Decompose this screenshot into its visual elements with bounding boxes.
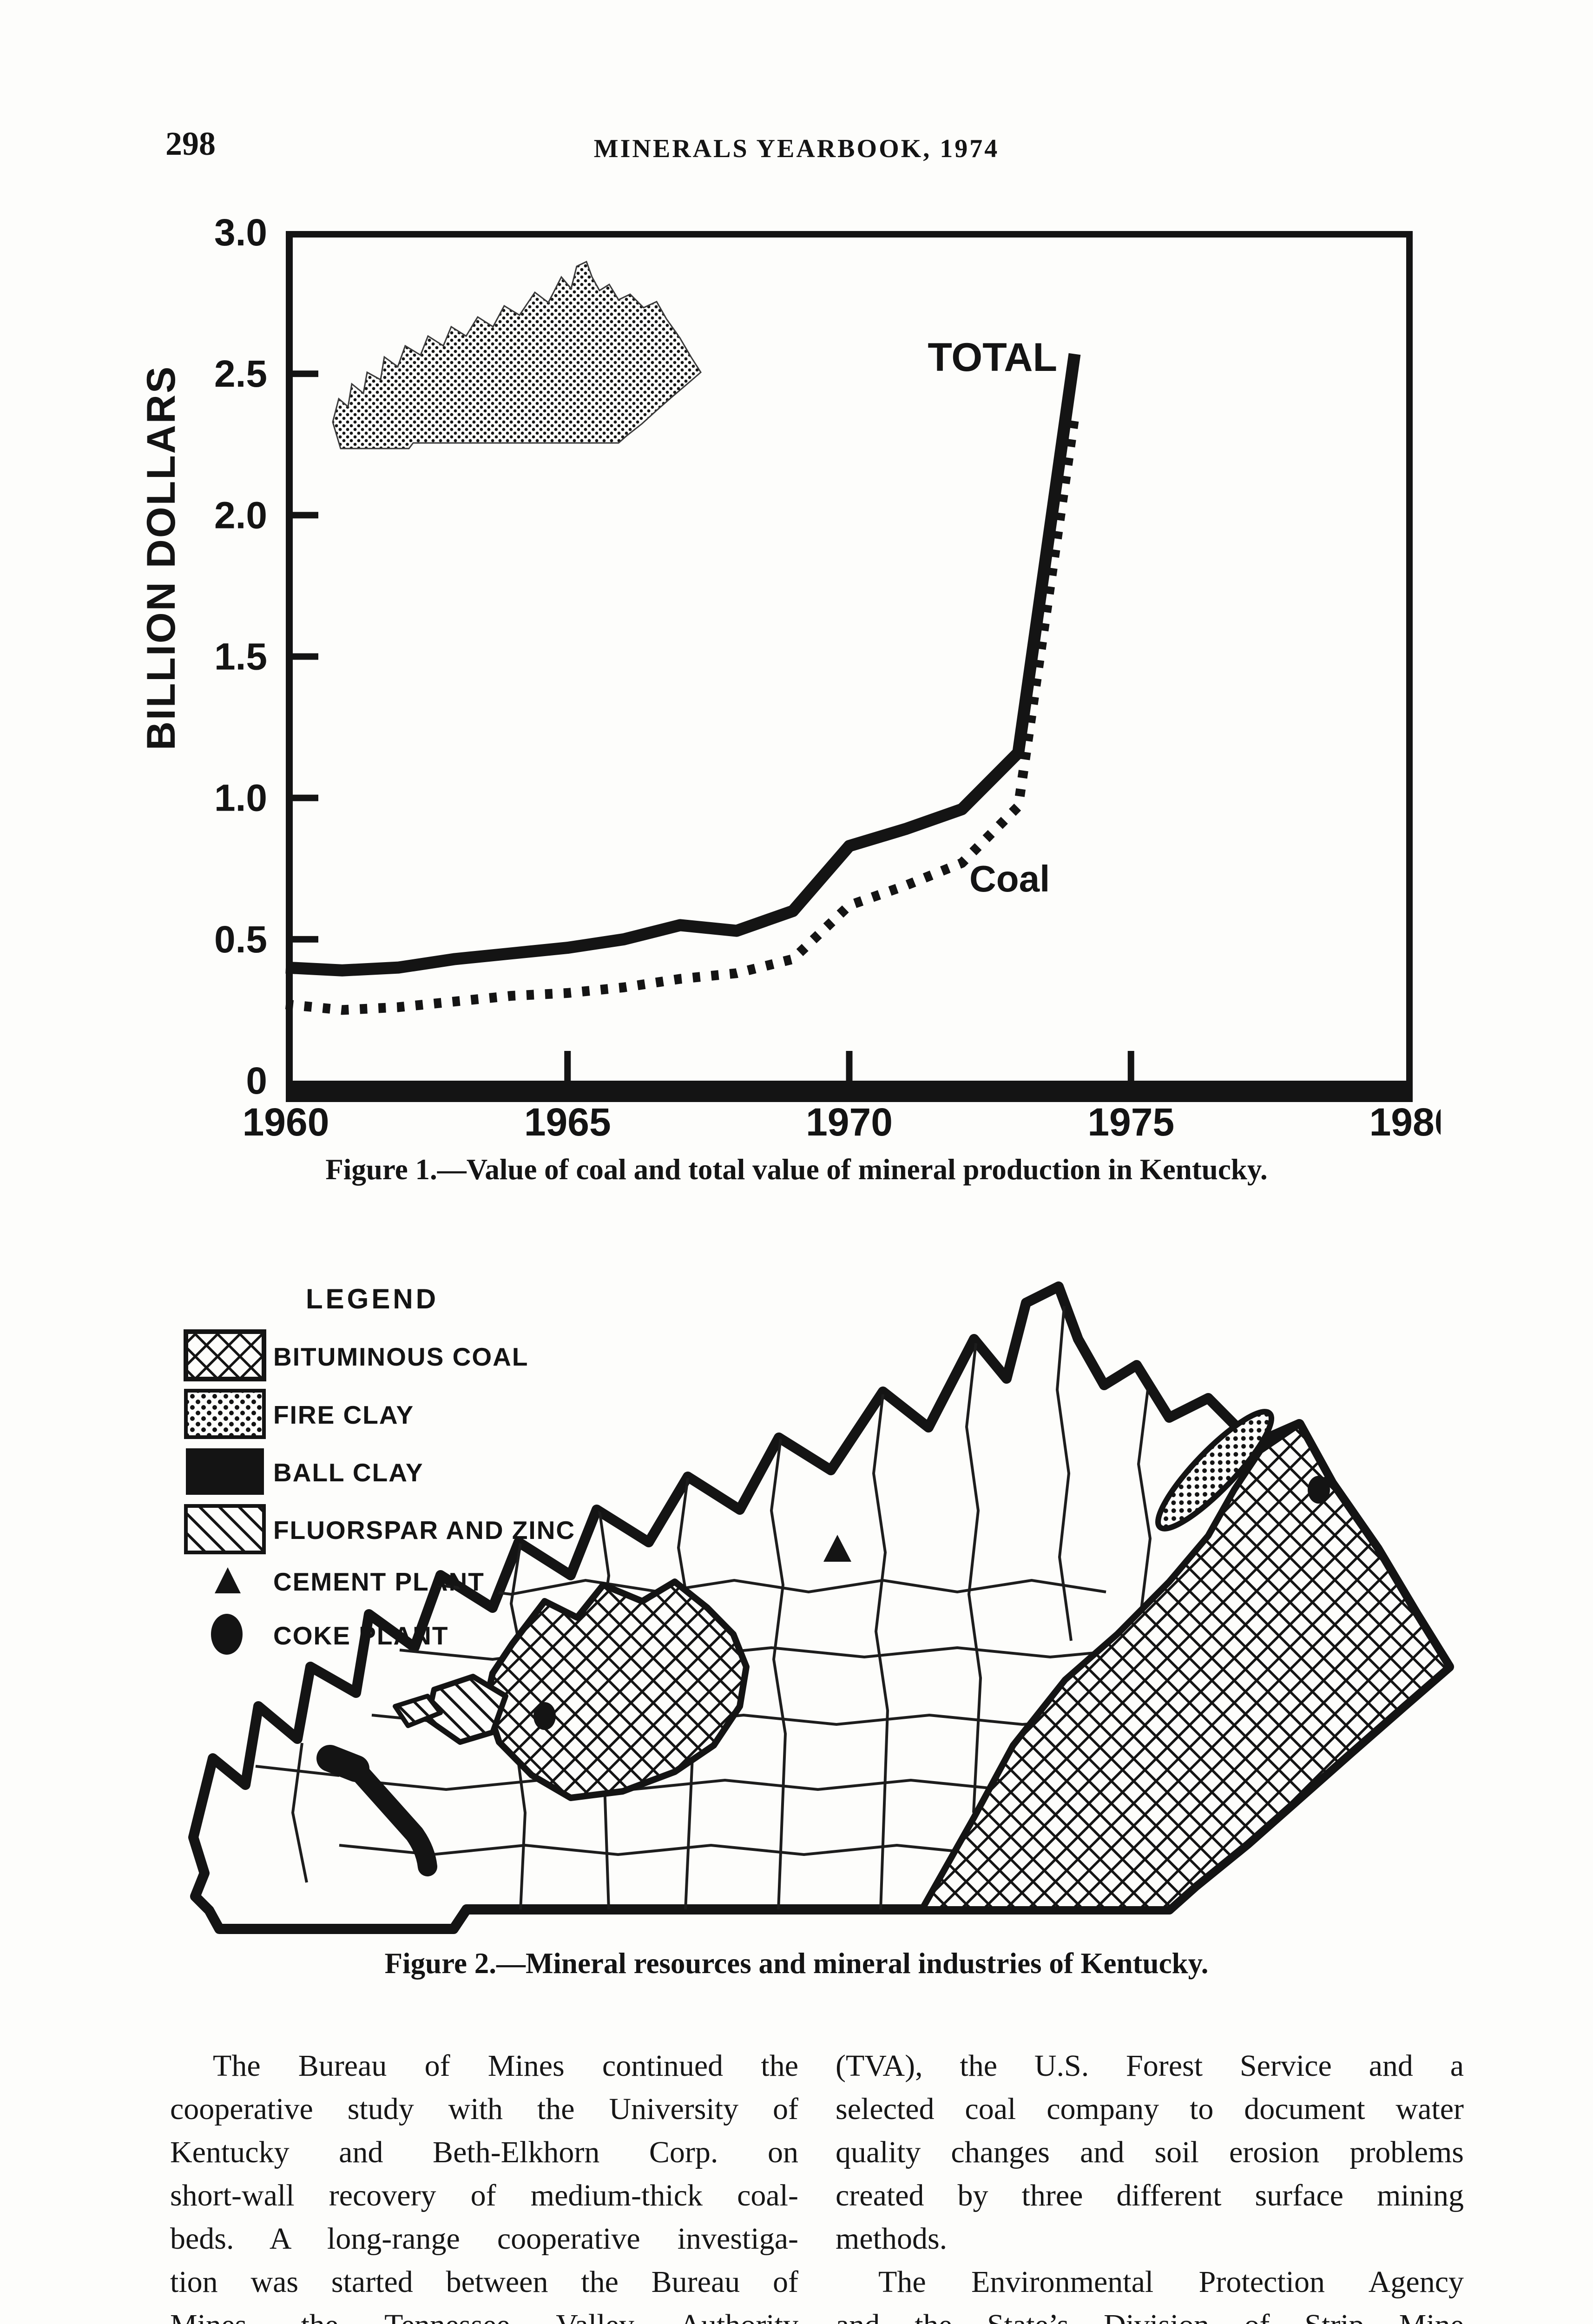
legend-coke-plant-icon: [211, 1614, 243, 1655]
x-axis-ticks: 1960 1965 1970 1975 1980: [243, 1051, 1441, 1139]
series-line-total: [285, 353, 1081, 977]
y-tick-label: 1.0: [214, 777, 267, 819]
body-text-line: The Environmental Protection Agency: [878, 2265, 1464, 2299]
chart-left-axis: [286, 231, 293, 1102]
body-text-line: selected coal company to document water: [836, 2092, 1464, 2126]
legend-swatch-bituminous-coal: [184, 1329, 266, 1381]
coke-plant-marker-east: [1308, 1476, 1330, 1504]
body-text-line: (TVA), the U.S. Forest Service and a: [836, 2049, 1464, 2083]
body-column-left: The Bureau of Mines continued the coopera…: [170, 2044, 798, 2324]
body-text-line: The Bureau of Mines continued the: [213, 2049, 798, 2083]
running-head: MINERALS YEARBOOK, 1974: [593, 134, 1000, 163]
body-text-line: cooperative study with the University of: [170, 2092, 798, 2126]
figure2-map: LEGEND BITUMINOUS COAL FIRE CLAY BALL CL…: [184, 1281, 1454, 1934]
x-tick-mark: [564, 1051, 571, 1081]
y-axis-title: BILLION DOLLARS: [139, 365, 184, 751]
fire-clay-region: [1155, 1409, 1274, 1532]
y-tick-label: 0: [246, 1060, 267, 1102]
body-text-line: and the State’s Division of Strip Mine: [836, 2304, 1464, 2324]
body-text-line: quality changes and soil erosion problem…: [836, 2135, 1464, 2169]
legend-label-ball-clay: BALL CLAY: [273, 1458, 424, 1487]
y-tick-mark: [286, 512, 318, 519]
body-text-line: Mines, the Tennessee Valley Authority: [170, 2304, 798, 2324]
legend-label-cement-plant: CEMENT PLANT: [273, 1567, 485, 1596]
fluorspar-region-small: [393, 1694, 443, 1728]
map-legend: LEGEND BITUMINOUS COAL FIRE CLAY BALL CL…: [184, 1283, 575, 1655]
total-series-label: TOTAL: [928, 335, 1057, 380]
coal-series-label: Coal: [969, 858, 1050, 899]
legend-cement-plant-icon: [215, 1567, 241, 1593]
x-tick-label: 1970: [806, 1100, 893, 1139]
y-axis-ticks: 0 0.5 1.0 1.5 2.0 2.5 3.0: [214, 211, 318, 1102]
coke-plant-marker-west: [533, 1702, 556, 1730]
x-tick-label: 1960: [243, 1100, 329, 1139]
legend-label-bituminous-coal: BITUMINOUS COAL: [273, 1342, 528, 1371]
eastern-coalfield-region: [919, 1421, 1452, 1913]
cement-plant-marker: [823, 1535, 851, 1562]
figure1-caption: Figure 1.—Value of coal and total value …: [325, 1153, 1268, 1186]
kentucky-silhouette: [332, 260, 702, 449]
y-tick-label: 3.0: [214, 211, 267, 254]
legend-label-fluorspar-zinc: FLUORSPAR AND ZINC: [273, 1516, 575, 1545]
series-line-coal: [285, 415, 1080, 1015]
y-tick-mark: [286, 936, 318, 943]
figure1-chart: 0 0.5 1.0 1.5 2.0 2.5 3.0 1960 1965 1970 1975 1980…: [139, 211, 1441, 1139]
figure2-caption: Figure 2.—Mineral resources and mineral …: [384, 1947, 1209, 1980]
y-tick-label: 1.5: [214, 636, 267, 678]
western-coalfield-region: [483, 1578, 750, 1801]
y-tick-mark: [286, 370, 318, 377]
body-text-line: tion was started between the Bureau of: [170, 2265, 798, 2299]
x-tick-mark: [846, 1051, 853, 1081]
body-text-line: short-wall recovery of medium-thick coal…: [170, 2179, 798, 2212]
body-text-line: created by three different surface minin…: [836, 2179, 1464, 2212]
y-tick-label: 2.0: [214, 494, 267, 536]
chart-top-border: [286, 231, 1413, 238]
x-tick-mark: [1127, 1051, 1134, 1081]
chart-data-lines: [285, 353, 1081, 1015]
y-tick-mark: [286, 794, 318, 801]
legend-label-fire-clay: FIRE CLAY: [273, 1400, 414, 1429]
legend-label-coke-plant: COKE PLANT: [273, 1621, 449, 1650]
x-tick-label: 1965: [524, 1100, 611, 1139]
ball-clay-region: [316, 1745, 437, 1876]
legend-title: LEGEND: [306, 1283, 439, 1314]
body-column-right: (TVA), the U.S. Forest Service and a sele…: [836, 2044, 1464, 2324]
legend-swatch-fluorspar-zinc: [184, 1504, 266, 1554]
chart-right-border: [1406, 231, 1413, 1086]
legend-swatch-fire-clay: [184, 1389, 266, 1439]
page-number: 298: [165, 125, 216, 162]
y-tick-mark: [286, 653, 318, 660]
x-tick-label: 1975: [1087, 1100, 1174, 1139]
chart-bottom-axis: [286, 1081, 1413, 1102]
body-text-line: methods.: [836, 2222, 948, 2256]
body-text-line: Kentucky and Beth-Elkhorn Corp. on: [170, 2135, 798, 2169]
x-tick-label: 1980: [1369, 1100, 1441, 1139]
y-tick-label: 0.5: [214, 918, 267, 961]
y-tick-label: 2.5: [214, 353, 267, 395]
legend-swatch-ball-clay: [186, 1448, 264, 1495]
body-text-line: beds. A long-range cooperative investiga…: [170, 2222, 798, 2256]
